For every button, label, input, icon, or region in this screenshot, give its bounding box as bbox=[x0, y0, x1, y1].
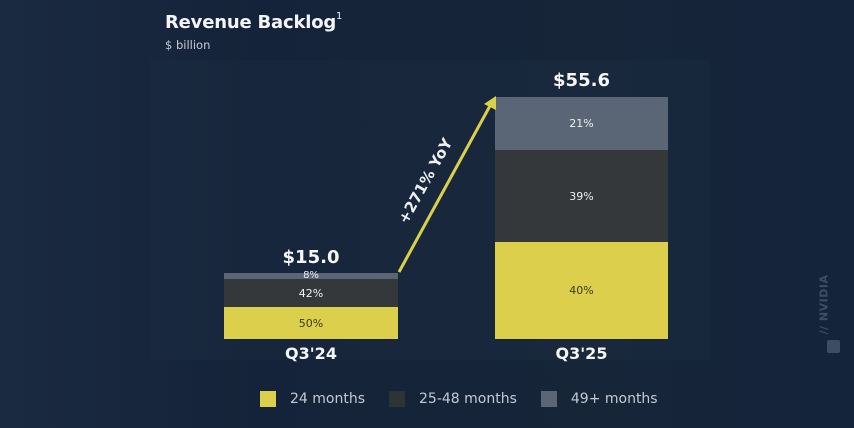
legend-swatch-icon bbox=[260, 391, 276, 407]
legend-swatch-icon bbox=[389, 391, 405, 407]
legend: 24 months 25-48 months 49+ months bbox=[260, 391, 682, 407]
watermark-text: // NVIDIA bbox=[817, 274, 831, 335]
chart-title-text: Revenue Backlog bbox=[165, 12, 337, 33]
chart-title: Revenue Backlog1 bbox=[165, 11, 343, 33]
segment-24-months: 40% bbox=[495, 242, 668, 339]
chart-subtitle: $ billion bbox=[165, 38, 211, 52]
bar-q3-25: 21% 39% 40% bbox=[495, 97, 668, 339]
legend-label: 49+ months bbox=[570, 391, 658, 407]
segment-25-48-months: 42% bbox=[224, 279, 398, 307]
watermark: // NVIDIA bbox=[817, 262, 852, 372]
category-label-q3-24: Q3'24 bbox=[285, 344, 337, 363]
segment-49-plus-months: 21% bbox=[495, 97, 668, 150]
category-label-q3-25: Q3'25 bbox=[555, 344, 608, 363]
legend-label: 24 months bbox=[290, 391, 365, 407]
title-footnote: 1 bbox=[336, 11, 343, 22]
legend-label: 25-48 months bbox=[419, 391, 517, 407]
bar-total-q3-24: $15.0 bbox=[282, 247, 340, 268]
segment-25-48-months: 39% bbox=[495, 150, 668, 242]
segment-49-plus-months: 8% bbox=[224, 271, 398, 281]
bar-q3-24: 8% 42% 50% bbox=[224, 271, 398, 339]
youtube-icon bbox=[827, 340, 840, 353]
segment-24-months: 50% bbox=[224, 307, 398, 339]
legend-swatch-icon bbox=[540, 391, 557, 407]
legend-item-49-plus-months: 49+ months bbox=[540, 391, 658, 407]
bar-total-q3-25: $55.6 bbox=[553, 70, 610, 91]
legend-item-25-48-months: 25-48 months bbox=[389, 391, 517, 407]
legend-item-24-months: 24 months bbox=[260, 391, 365, 407]
